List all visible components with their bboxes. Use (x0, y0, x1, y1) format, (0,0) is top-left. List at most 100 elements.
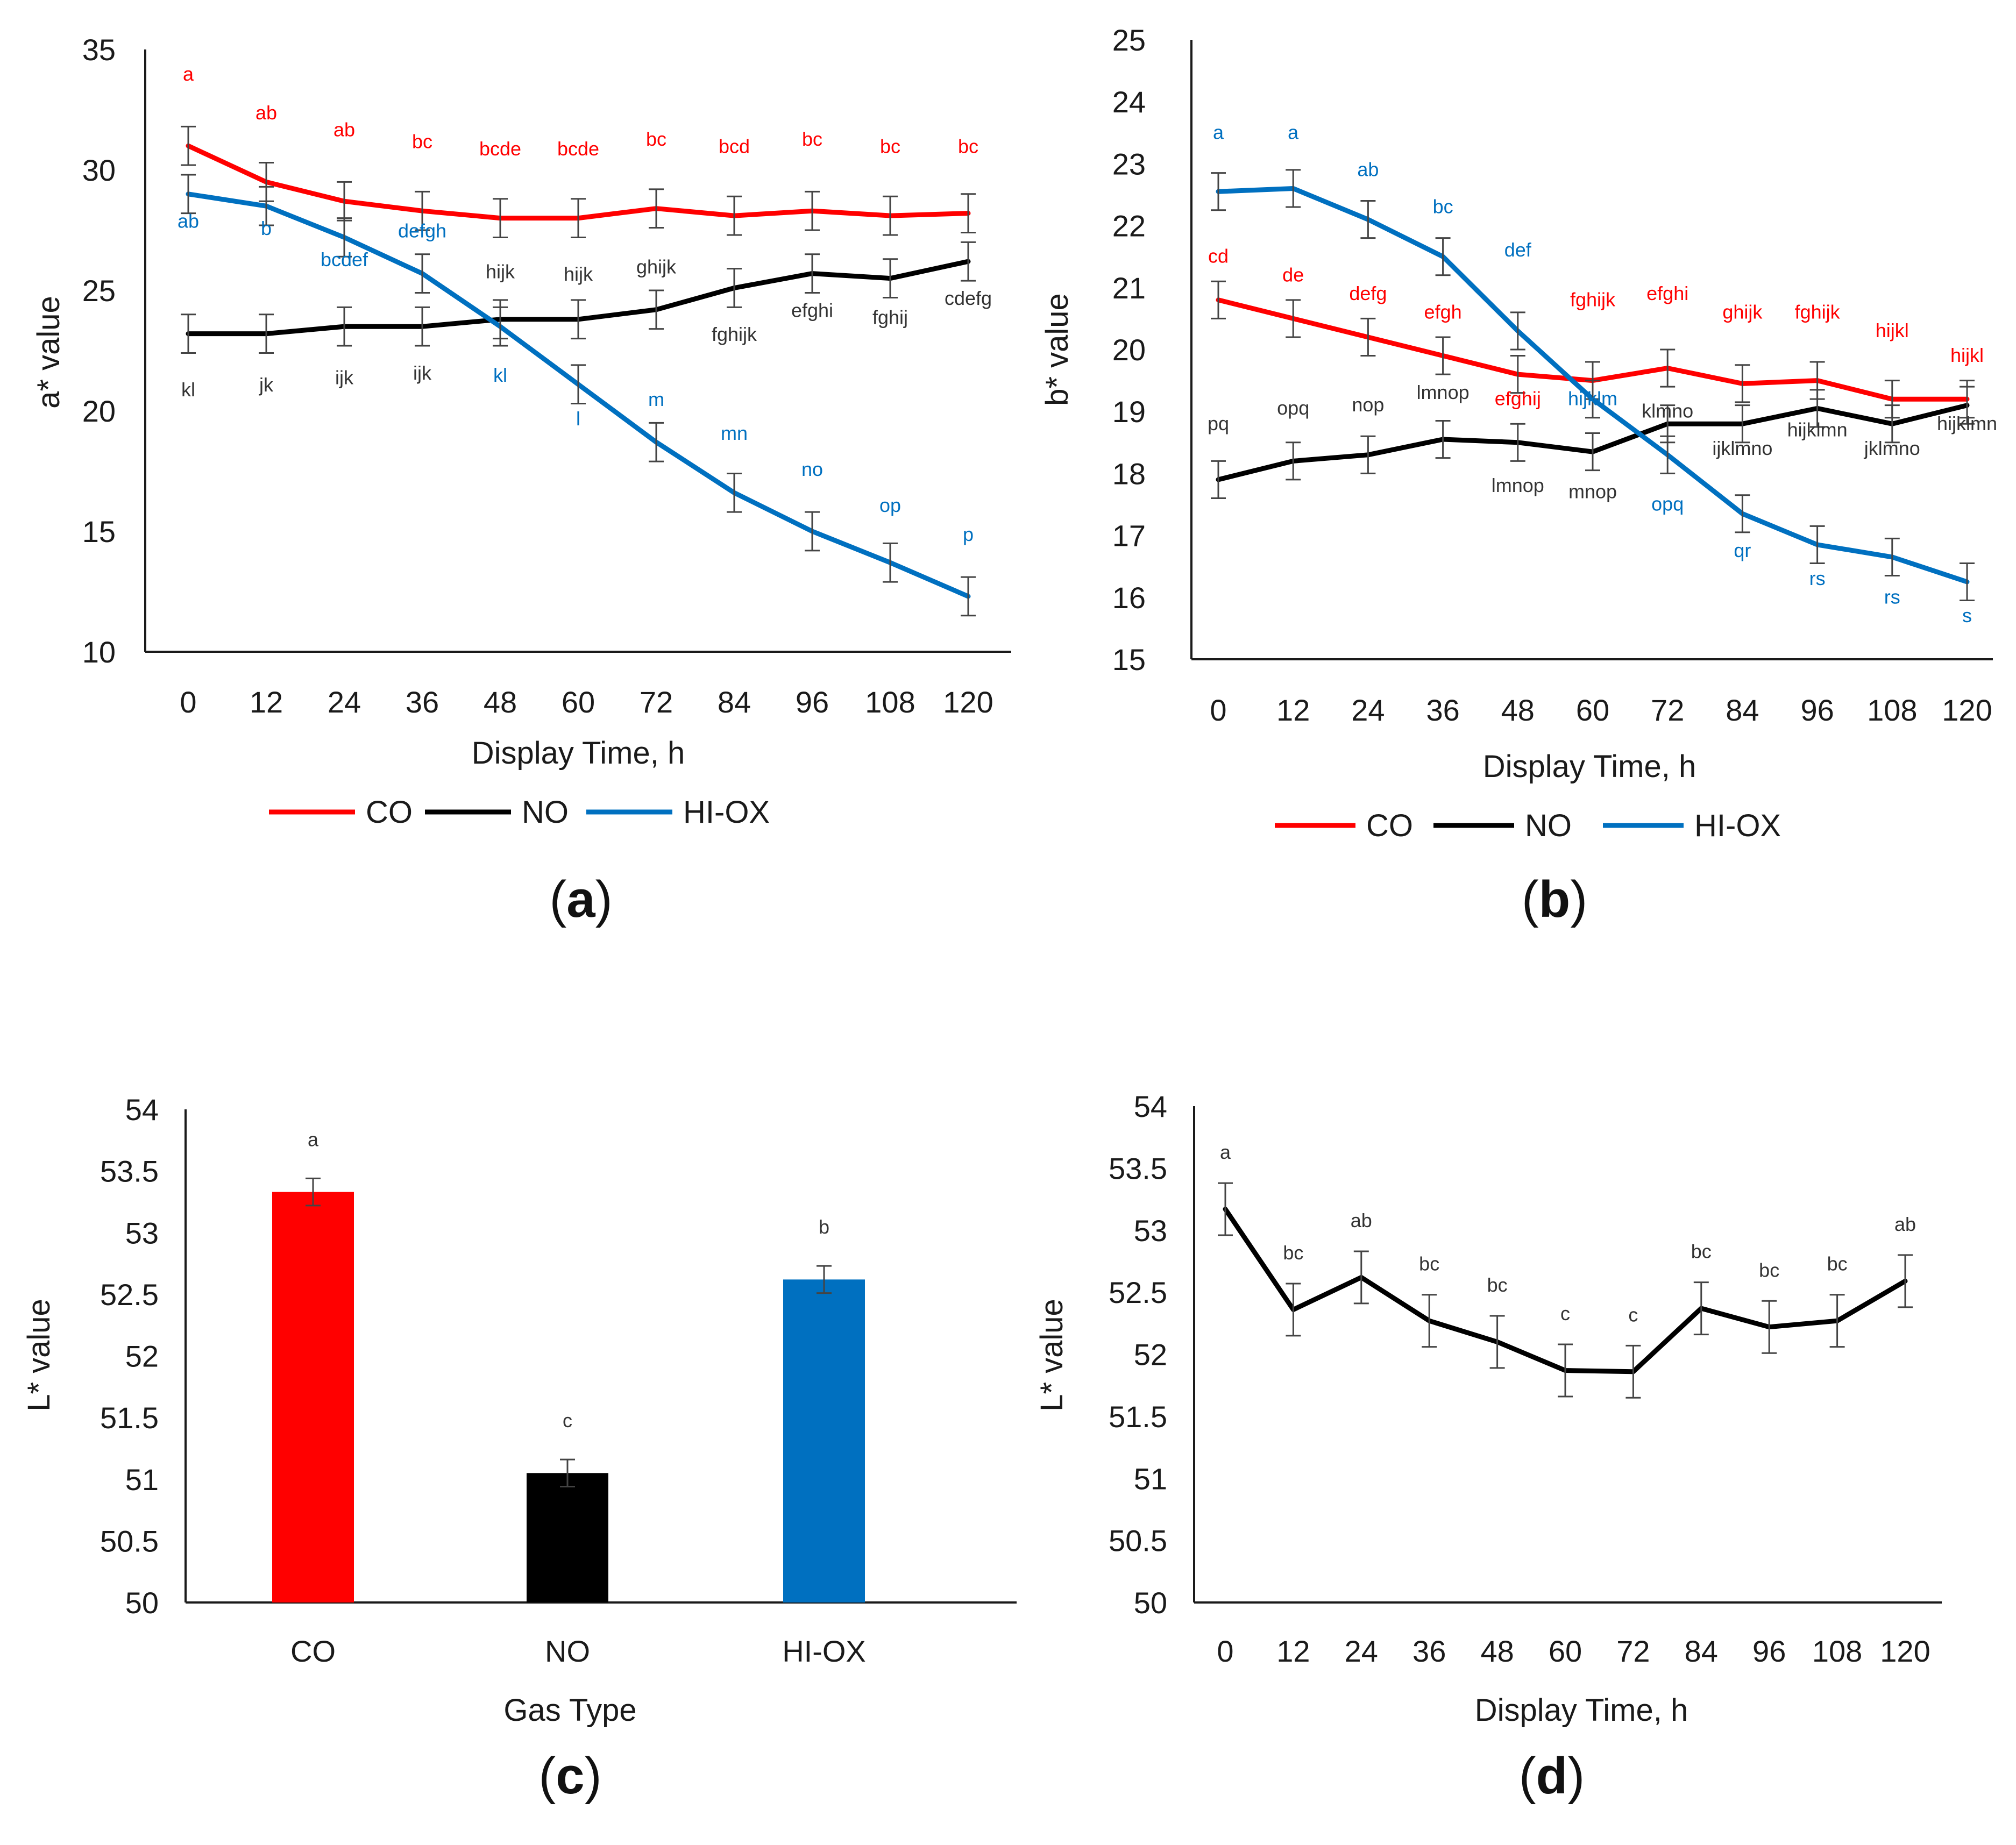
significance-letter: fghij (872, 307, 908, 329)
significance-letter: fghijk (1795, 301, 1841, 323)
significance-letter: jklmno (1864, 437, 1920, 459)
significance-letter: ab (1351, 1209, 1372, 1231)
y-tick-label: 53 (1134, 1214, 1167, 1248)
x-tick-label: 24 (1351, 693, 1385, 727)
significance-letter: p (963, 523, 974, 545)
y-tick-label: 23 (1112, 147, 1146, 181)
significance-letter: bcdef (321, 248, 368, 270)
significance-letter: hijkl (1876, 319, 1909, 341)
y-tick-label: 24 (1112, 85, 1146, 119)
chart-panel-a: 10 15 20 25 30 35 Display Time, h a* value (a) 0 1… (31, 33, 1011, 928)
x-tick-label: 120 (1880, 1634, 1930, 1668)
y-tick-label: 54 (125, 1093, 159, 1127)
legend-label: NO (522, 795, 569, 830)
figure: 101520253035Display Time, ha* value(a)0 1… (0, 0, 2016, 1845)
y-tick-label: 54 (1134, 1089, 1167, 1123)
significance-letter: ab (255, 102, 277, 124)
significance-letter: no (801, 458, 823, 480)
x-tick-label: 0 (180, 685, 196, 719)
y-tick-label: 17 (1112, 519, 1146, 553)
y-tick-label: 25 (82, 274, 116, 308)
significance-letter: kl (493, 364, 507, 386)
legend: CO NO HI-OX (269, 795, 770, 830)
y-axis-title: L* value (22, 1299, 56, 1412)
significance-letter: l (576, 408, 580, 430)
significance-letter: bc (958, 136, 978, 158)
x-tick-label: 120 (1942, 693, 1992, 727)
chart-panel-b: 15 16 17 18 19 20 21 22 23 24 25 Display Time, h b* … (1040, 23, 1997, 928)
significance-letter: a (1288, 121, 1299, 143)
x-tick-label: 84 (1685, 1634, 1718, 1668)
legend-label: HI-OX (1694, 808, 1781, 843)
y-tick-label: 21 (1112, 271, 1146, 305)
legend-label: NO (1525, 808, 1572, 843)
panel-label: (d) (1519, 1747, 1585, 1805)
y-tick-label: 51 (125, 1463, 159, 1497)
series-no: kl jk ijk ijk hijk hijk ghijk fghijk efghi fghij c… (181, 242, 992, 401)
legend-label: CO (1366, 808, 1413, 843)
y-tick-label: 25 (1112, 23, 1146, 57)
legend-label: HI-OX (683, 795, 770, 830)
x-tick-label: 48 (1501, 693, 1535, 727)
significance-letter: c (1628, 1303, 1638, 1326)
panel-label: (b) (1522, 871, 1588, 928)
x-tick-label: 24 (1345, 1634, 1378, 1668)
significance-letter: efghi (791, 299, 833, 321)
significance-letter: bcde (479, 138, 521, 160)
y-tick-label: 15 (82, 515, 116, 548)
significance-letter: ab (1357, 158, 1379, 180)
y-tick-label: 51 (1134, 1462, 1167, 1495)
significance-letter: c (1560, 1302, 1570, 1324)
x-tick-label: 60 (1576, 693, 1609, 727)
significance-letter: bc (646, 128, 666, 150)
significance-letter: opq (1651, 493, 1684, 515)
bar-co (272, 1192, 354, 1602)
y-tick-label: 50.5 (1109, 1524, 1167, 1558)
significance-letter: hijkl (1950, 344, 1984, 366)
x-tick-label: HI-OX (782, 1634, 866, 1668)
y-tick-label: 20 (1112, 333, 1146, 367)
significance-letter: cdefg (945, 287, 992, 309)
y-axis-title: a* value (31, 296, 66, 409)
y-tick-label: 52 (1134, 1338, 1167, 1372)
x-tick-label: 0 (1217, 1634, 1233, 1668)
x-tick-label: 72 (1651, 693, 1684, 727)
y-tick-label: 50 (1134, 1586, 1167, 1620)
y-tick-label: 52.5 (1109, 1276, 1167, 1309)
x-tick-label: 108 (1812, 1634, 1862, 1668)
significance-letter: bc (1691, 1241, 1712, 1263)
y-tick-label: 30 (82, 153, 116, 187)
significance-letter: rs (1809, 567, 1826, 589)
x-tick-label: 72 (1616, 1634, 1650, 1668)
x-tick-label: 108 (1867, 693, 1917, 727)
significance-letter: bc (1433, 196, 1453, 218)
x-tick-label: 36 (1412, 1634, 1446, 1668)
significance-letter: mnop (1568, 480, 1617, 502)
significance-letter: ab (333, 118, 355, 140)
significance-letter: ijk (335, 367, 354, 389)
y-tick-label: 52 (125, 1340, 159, 1373)
significance-letter: op (879, 494, 901, 516)
y-axis-title: L* value (1034, 1299, 1069, 1412)
y-tick-label: 50 (125, 1586, 159, 1620)
significance-letter: klmno (1642, 400, 1693, 422)
x-tick-label: 36 (406, 685, 439, 719)
significance-letter: hijk (486, 261, 515, 283)
x-tick-label: 48 (484, 685, 517, 719)
y-tick-label: 35 (82, 33, 116, 67)
y-tick-label: 18 (1112, 457, 1146, 490)
x-tick-label: 12 (250, 685, 283, 719)
significance-letter: efgh (1424, 301, 1462, 323)
significance-letter: fghijk (1570, 288, 1616, 310)
significance-letter: nop (1352, 394, 1384, 416)
x-tick-label: 0 (1210, 693, 1226, 727)
x-tick-label: 12 (1276, 1634, 1310, 1668)
x-tick-label: 36 (1426, 693, 1459, 727)
significance-letter: fghijk (712, 323, 757, 345)
significance-letter: lmnop (1492, 474, 1544, 496)
y-tick-label: 51.5 (1109, 1400, 1167, 1434)
y-tick-label: 53.5 (100, 1155, 159, 1188)
significance-letter: pq (1208, 412, 1229, 434)
series-hi-ox: ab b bcdef defgh kl l m mn no op p (178, 175, 976, 616)
significance-letter: qr (1734, 539, 1751, 561)
